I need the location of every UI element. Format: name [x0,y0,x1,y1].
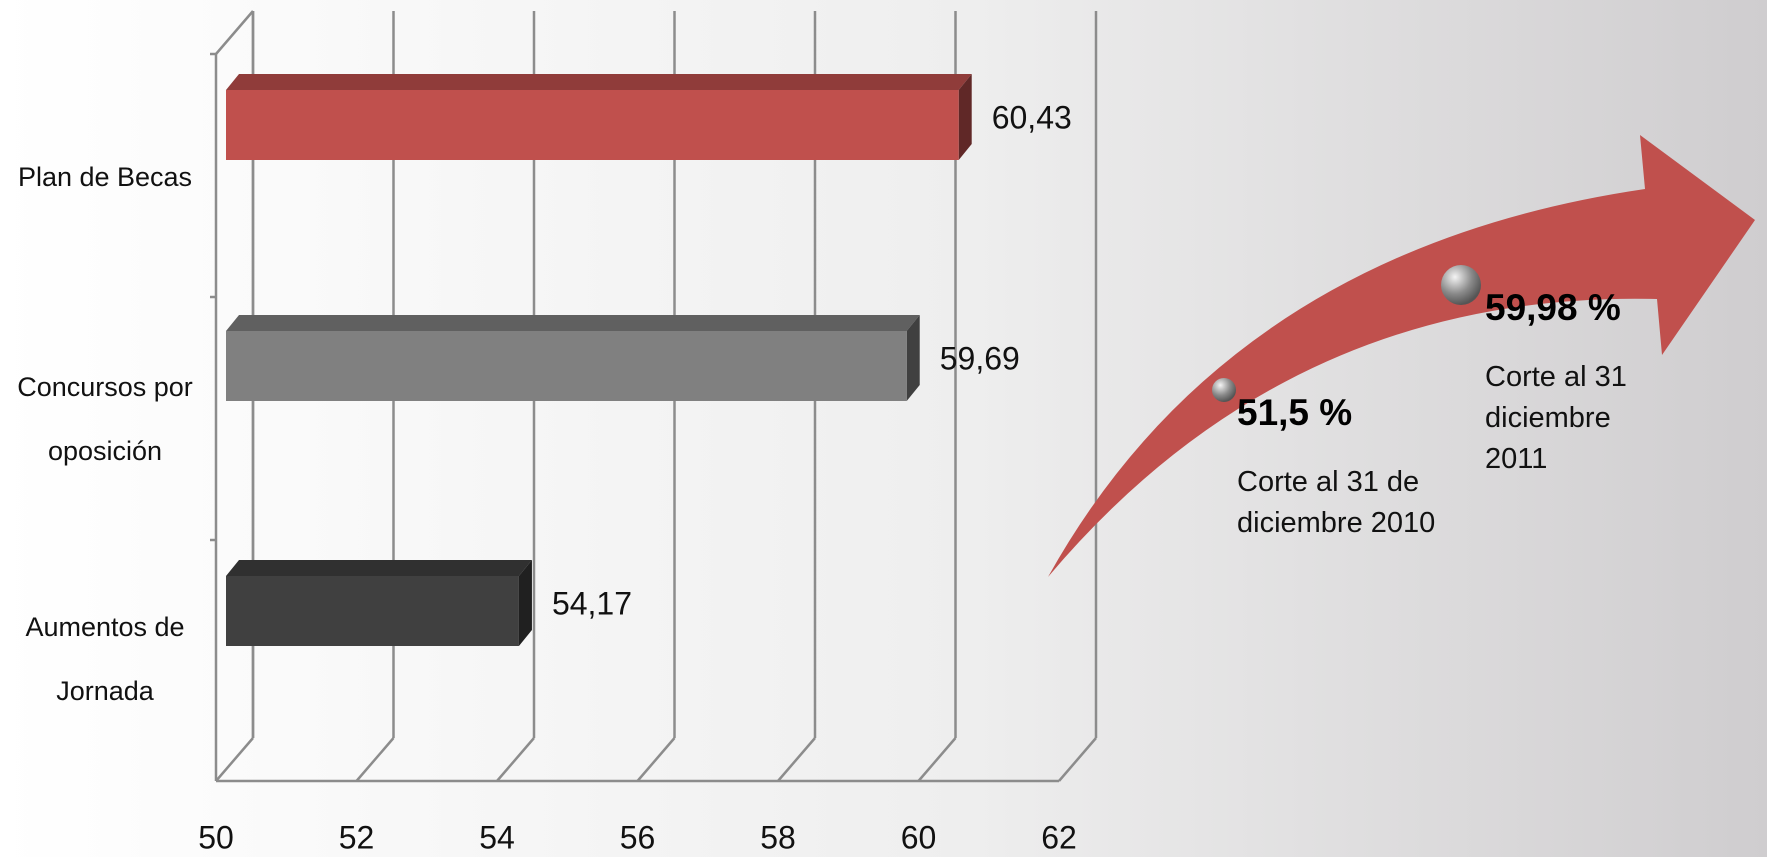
value-label: 60,43 [992,99,1072,135]
grid-line [496,737,535,782]
grid-line [917,737,957,782]
grid-line [777,737,816,782]
bar [226,331,907,401]
bar-top [226,315,920,331]
growth-arrow [1048,135,1755,577]
marker-sphere [1441,265,1481,305]
x-tick-label: 54 [479,819,515,855]
axis-line [215,10,254,55]
value-label: 59,69 [940,340,1020,376]
annotation-label: 59,98 % [1485,287,1621,328]
annotation-caption: Corte al 31 de diciembre 2010 [1237,466,1436,539]
annotation-label: 51,5 % [1237,392,1353,433]
category-label: Plan de Becas [17,162,193,192]
bar-top [226,560,532,576]
grid-line [355,737,395,782]
bar-side [518,560,532,646]
grid-line [1058,737,1097,782]
x-tick-label: 56 [620,819,656,855]
grid-line [636,737,676,782]
annotation-caption: Corte al 31 diciembre 2011 [1485,361,1627,475]
x-tick-label: 58 [760,819,796,855]
category-label: Aumentos de Jornada [25,612,185,706]
bar [226,90,959,160]
x-tick-label: 50 [198,819,234,855]
grid-line [215,737,254,782]
bar [226,576,519,646]
value-label: 54,17 [552,585,632,621]
x-tick-label: 62 [1041,819,1077,855]
marker-sphere [1212,378,1236,402]
x-tick-label: 52 [339,819,375,855]
bar-top [226,74,972,90]
bar-side [906,315,920,401]
x-tick-label: 60 [901,819,937,855]
bar-side [958,74,972,160]
category-label: Concursos por oposición [17,372,193,466]
